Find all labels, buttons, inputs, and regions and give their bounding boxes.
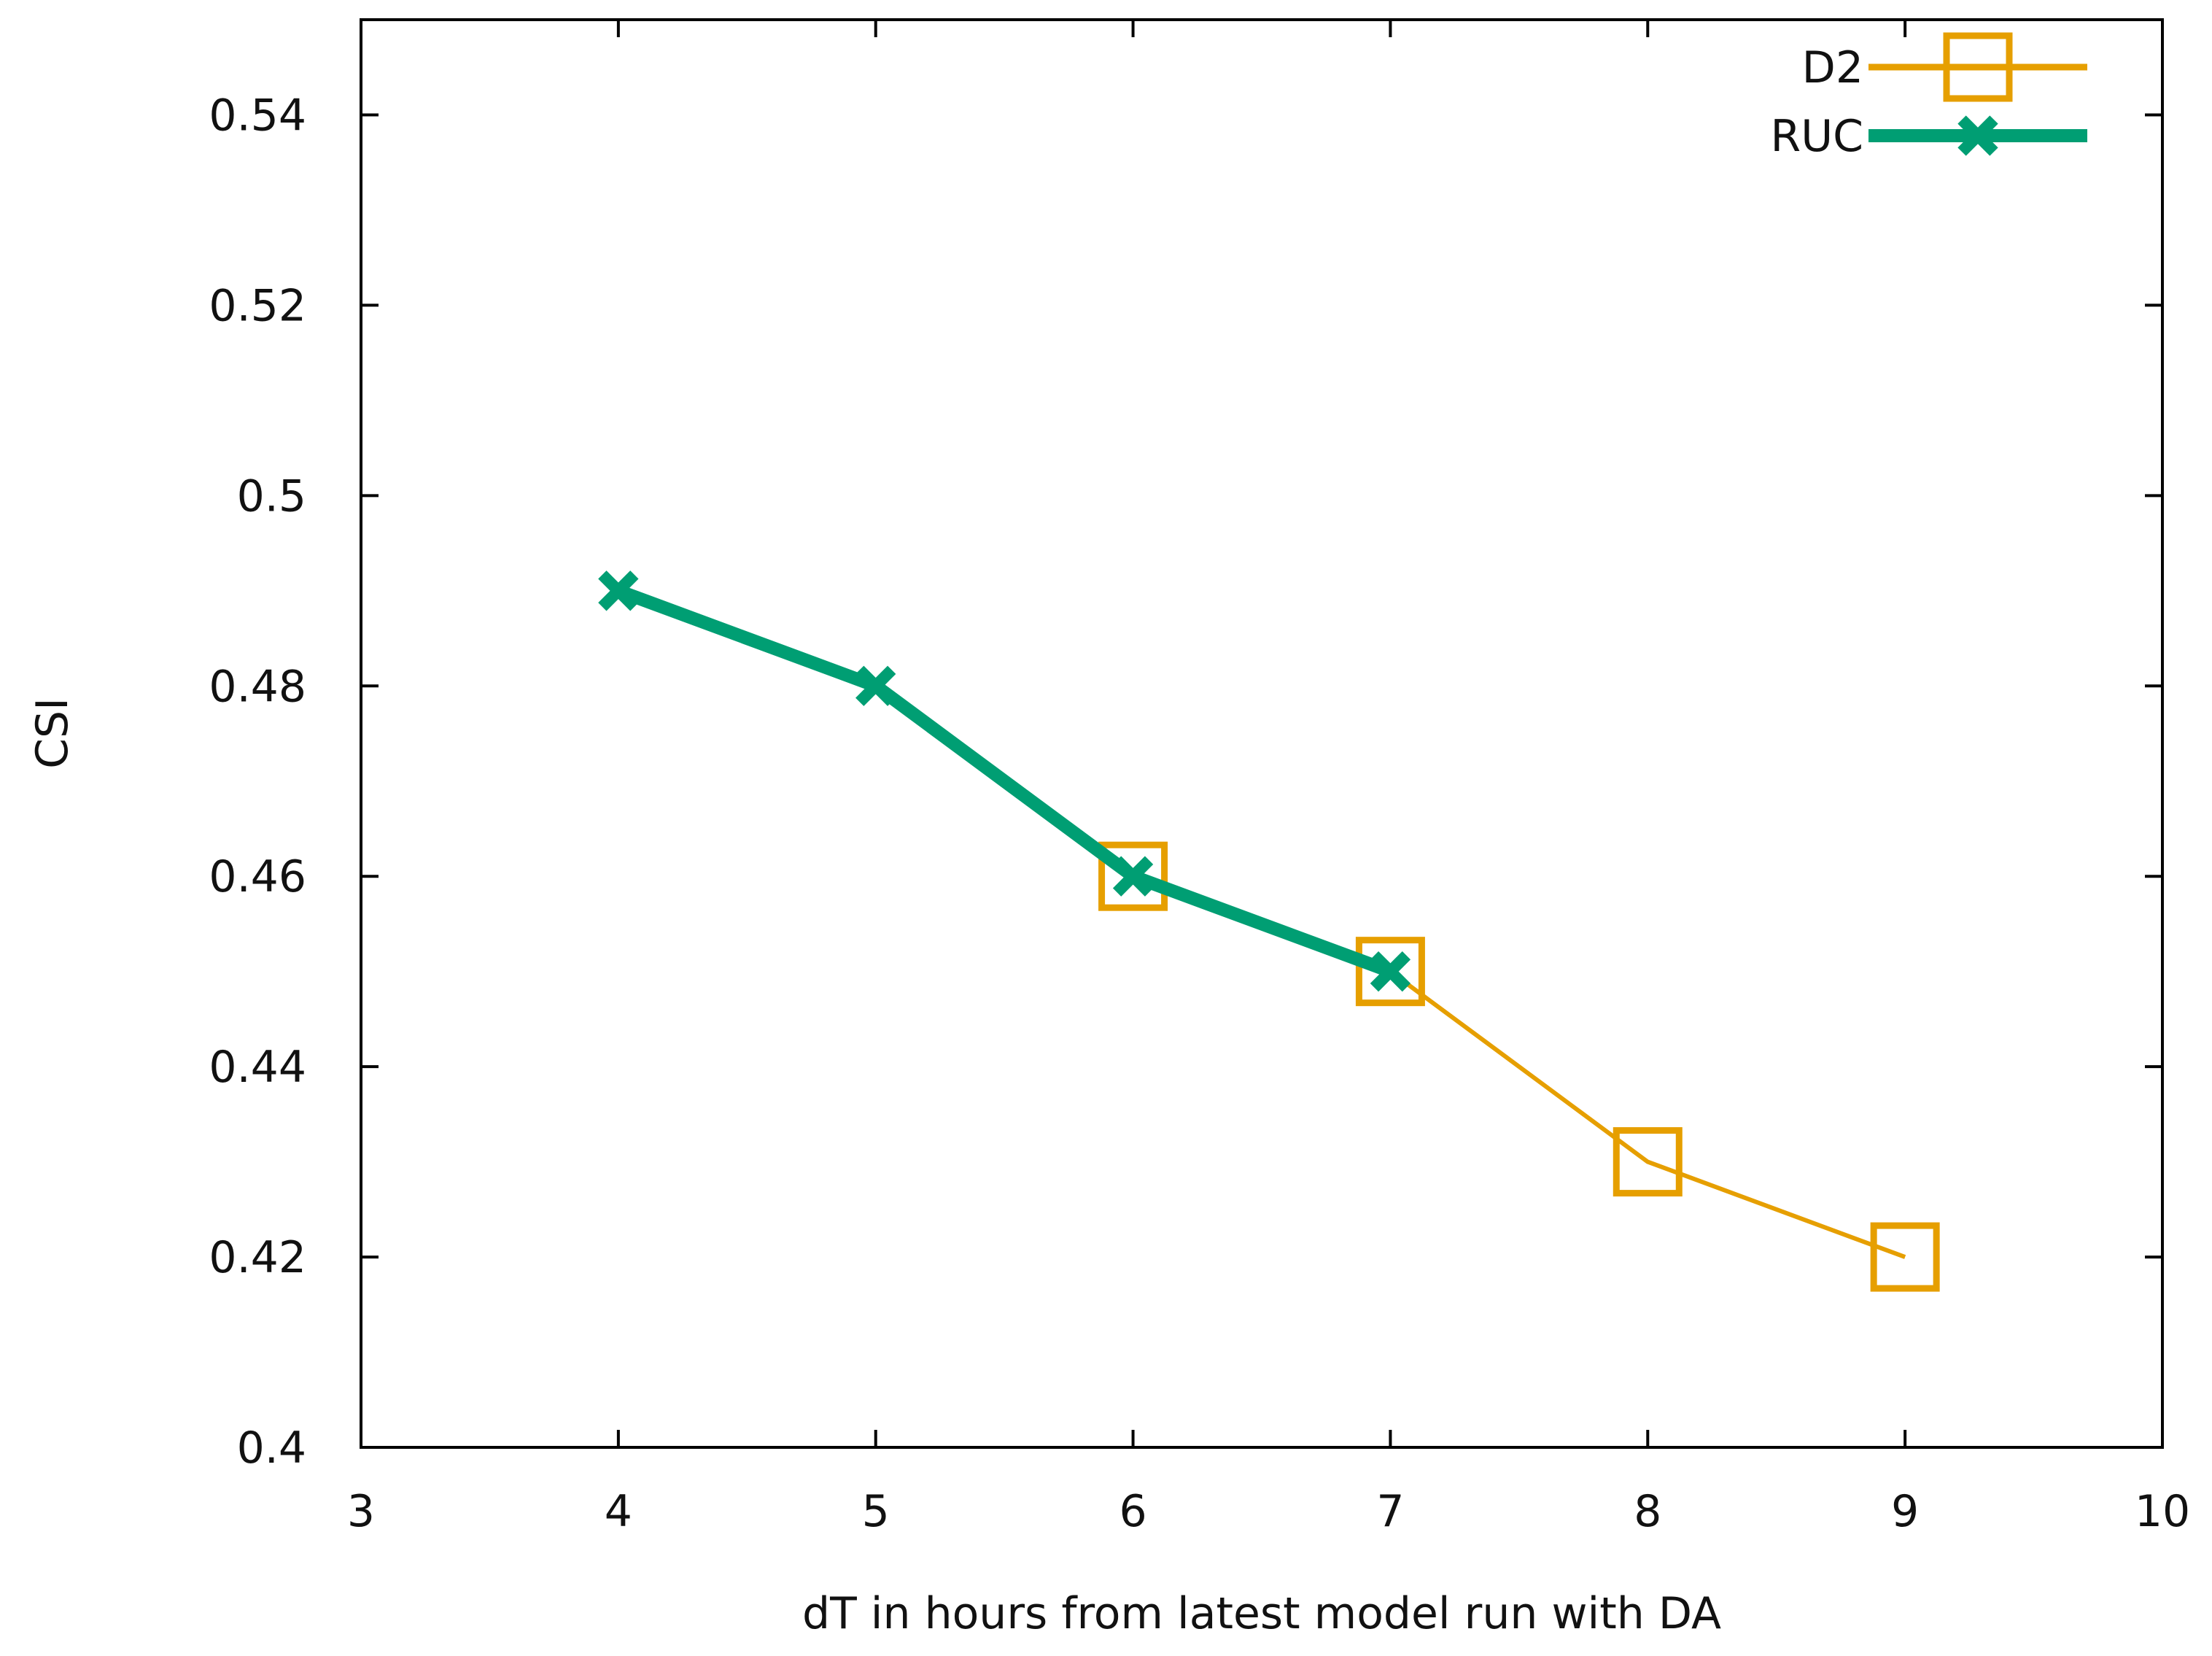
data-point-cross	[598, 570, 639, 611]
data-point-square	[1098, 841, 1168, 911]
x-tick-label: 3	[347, 1486, 375, 1537]
legend-square-icon	[1943, 32, 2013, 102]
y-tick-label: 0.42	[209, 1232, 306, 1283]
legend-cross-icon	[1957, 115, 1998, 156]
series-line-d2	[1132, 874, 1906, 1259]
series-ruc	[598, 570, 1411, 992]
y-tick-label: 0.5	[237, 471, 306, 522]
x-axis-label: dT in hours from latest model run with D…	[802, 1588, 1721, 1639]
x-tick-label: 5	[862, 1486, 890, 1537]
data-point-cross	[855, 665, 896, 706]
legend-label-d2: D2	[1802, 42, 1863, 93]
y-tick-label: 0.46	[209, 851, 306, 902]
data-point-square	[1355, 937, 1425, 1007]
y-tick-label: 0.44	[209, 1042, 306, 1093]
legend-label-ruc: RUC	[1771, 111, 1864, 162]
x-tick-label: 7	[1376, 1486, 1404, 1537]
x-tick-label: 8	[1634, 1486, 1661, 1537]
y-tick-label: 0.48	[209, 661, 306, 712]
y-tick-label: 0.52	[209, 280, 306, 331]
plot-frame	[360, 18, 2164, 1449]
x-tick-label: 4	[605, 1486, 632, 1537]
legend: D2 RUC	[1771, 32, 2087, 162]
x-tick-label: 9	[1891, 1486, 1919, 1537]
data-point-cross	[1112, 856, 1154, 897]
data-point-square	[1870, 1222, 1940, 1292]
y-tick-label: 0.4	[237, 1423, 306, 1474]
x-tick-label: 10	[2135, 1486, 2190, 1537]
data-point-cross	[1370, 951, 1411, 992]
data-point-square	[1613, 1127, 1683, 1197]
series-line-ruc	[616, 584, 1393, 978]
y-tick-label: 0.54	[209, 90, 306, 141]
x-tick-label: 6	[1119, 1486, 1146, 1537]
y-axis-label: CSI	[27, 697, 78, 769]
